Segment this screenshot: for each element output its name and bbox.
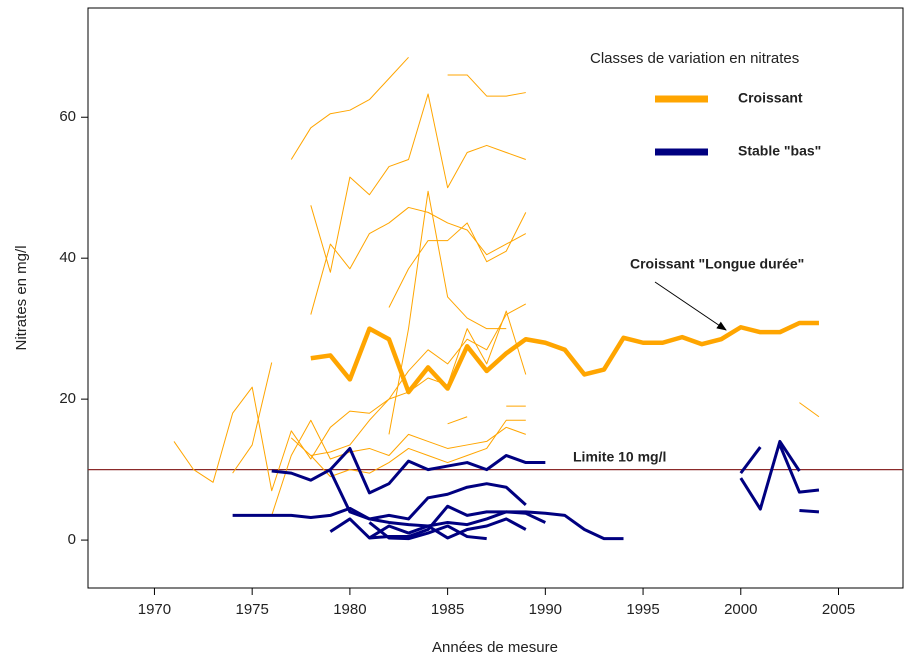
series-line [329, 504, 546, 540]
x-tick-label: 2000 [724, 601, 757, 618]
y-tick-label: 0 [68, 531, 76, 548]
series-line [368, 517, 527, 540]
y-tick-label: 20 [59, 390, 76, 407]
x-tick-label: 2005 [822, 601, 855, 618]
series-line [310, 419, 526, 478]
series-line [310, 93, 526, 273]
series-line [388, 190, 507, 435]
series-line [799, 508, 820, 514]
series-line [271, 419, 526, 516]
series-line [778, 444, 820, 494]
legend-label: Stable "bas" [738, 143, 821, 159]
x-tick-label: 1975 [235, 601, 268, 618]
y-tick-label: 60 [59, 108, 76, 125]
series-line [328, 470, 527, 521]
x-tick-label: 1980 [333, 601, 366, 618]
x-axis-label: Années de mesure [432, 639, 558, 656]
series-line [232, 362, 273, 474]
annotation: Croissant "Longue durée" [630, 256, 804, 272]
series-line [310, 206, 527, 315]
series-line [799, 402, 820, 418]
series-line [290, 303, 527, 457]
series-line [739, 439, 801, 511]
annotation-arrow [654, 281, 727, 331]
series-line [271, 446, 546, 495]
series-line [447, 405, 526, 425]
y-tick-label: 40 [59, 249, 76, 266]
limit-label: Limite 10 mg/l [573, 448, 666, 464]
series-line [739, 446, 762, 475]
x-tick-label: 1985 [431, 601, 464, 618]
series-line [173, 310, 527, 492]
x-tick-label: 1995 [626, 601, 659, 618]
x-tick-label: 1990 [529, 601, 562, 618]
plot-frame [87, 7, 904, 589]
series-line [310, 320, 819, 395]
legend-title: Classes de variation en nitrates [590, 50, 799, 67]
series-line [290, 56, 409, 160]
series-line [368, 521, 487, 541]
series-line [388, 212, 527, 308]
series-line [447, 74, 526, 97]
y-axis-label: Nitrates en mg/l [13, 245, 30, 350]
x-tick-label: 1970 [138, 601, 171, 618]
legend-label: Croissant [738, 90, 803, 106]
